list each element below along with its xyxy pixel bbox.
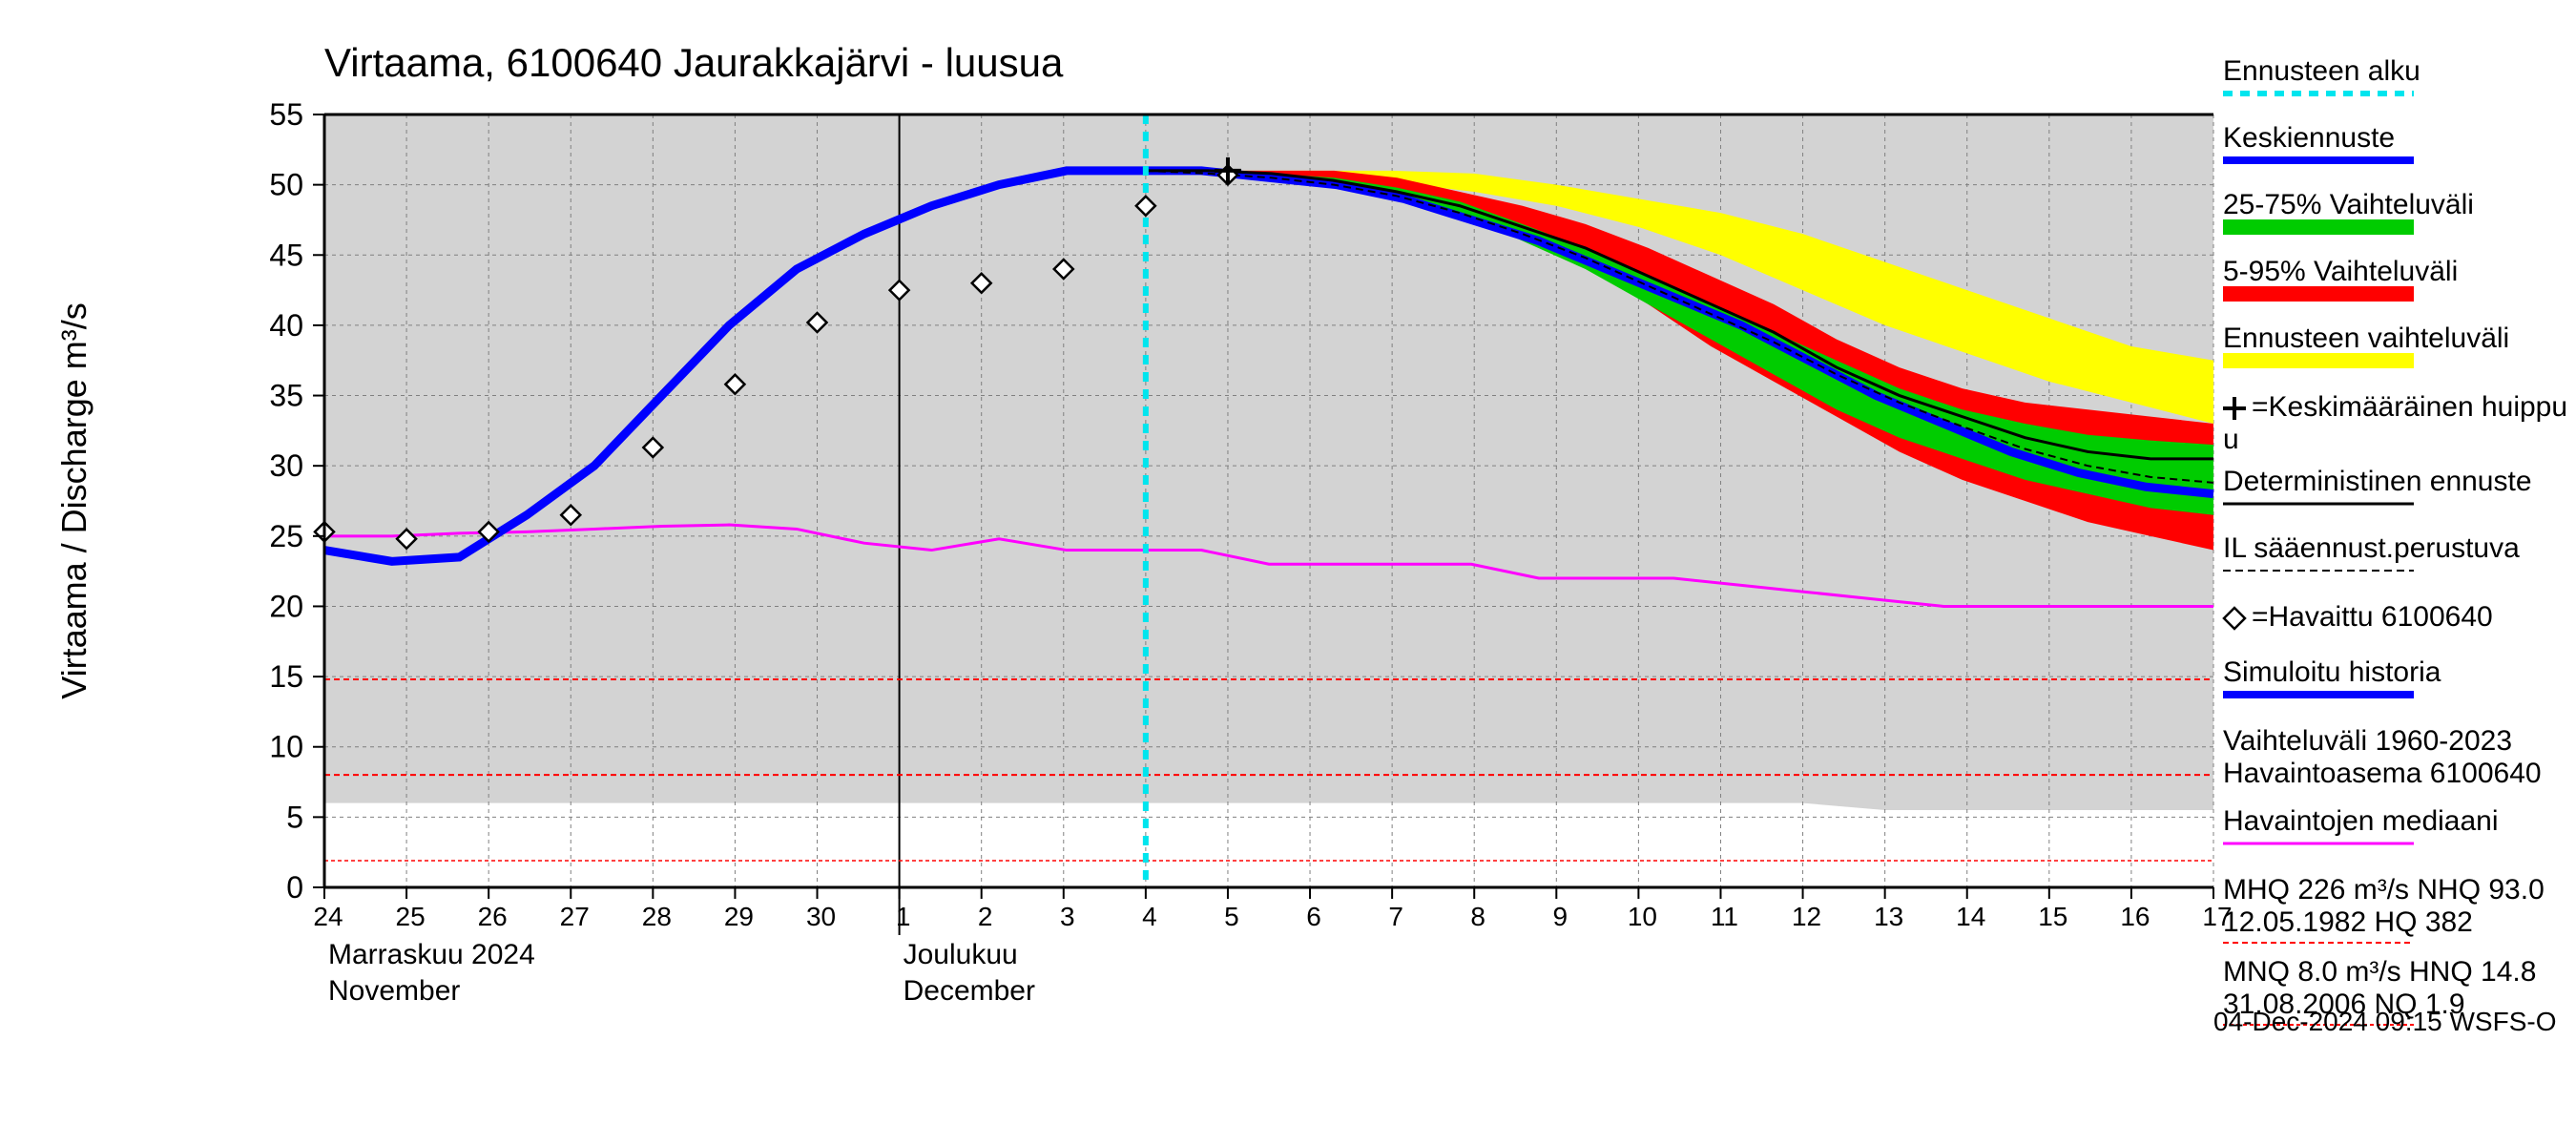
svg-text:Ennusteen vaihteluväli: Ennusteen vaihteluväli xyxy=(2223,323,2509,354)
svg-text:25-75% Vaihteluväli: 25-75% Vaihteluväli xyxy=(2223,189,2474,220)
svg-text:15: 15 xyxy=(269,659,303,694)
svg-text:Marraskuu 2024: Marraskuu 2024 xyxy=(328,939,535,970)
svg-text:10: 10 xyxy=(1628,902,1657,931)
svg-text:6: 6 xyxy=(1306,902,1321,931)
svg-text:7: 7 xyxy=(1388,902,1403,931)
svg-text:45: 45 xyxy=(269,238,303,272)
svg-text:1: 1 xyxy=(896,902,911,931)
svg-text:27: 27 xyxy=(560,902,590,931)
svg-text:Deterministinen ennuste: Deterministinen ennuste xyxy=(2223,466,2532,497)
svg-text:Havaintojen mediaani: Havaintojen mediaani xyxy=(2223,805,2499,837)
svg-text:40: 40 xyxy=(269,308,303,343)
svg-text:25: 25 xyxy=(269,519,303,553)
svg-text:Keskiennuste: Keskiennuste xyxy=(2223,122,2395,154)
svg-text:35: 35 xyxy=(269,379,303,413)
svg-text:=Havaittu 6100640: =Havaittu 6100640 xyxy=(2252,601,2493,633)
svg-text:0: 0 xyxy=(286,870,303,905)
svg-text:u: u xyxy=(2223,424,2239,455)
svg-text:3: 3 xyxy=(1060,902,1075,931)
svg-text:Simuloitu historia: Simuloitu historia xyxy=(2223,656,2441,688)
svg-text:24: 24 xyxy=(313,902,343,931)
svg-text:5: 5 xyxy=(1224,902,1239,931)
svg-text:Joulukuu: Joulukuu xyxy=(904,939,1018,970)
svg-text:November: November xyxy=(328,975,460,1007)
svg-text:26: 26 xyxy=(478,902,508,931)
svg-text:December: December xyxy=(904,975,1035,1007)
svg-text:Virtaama, 6100640 Jaurakkajärv: Virtaama, 6100640 Jaurakkajärvi - luusua xyxy=(324,40,1064,85)
svg-text:Vaihteluväli 1960-2023: Vaihteluväli 1960-2023 xyxy=(2223,725,2512,757)
svg-text:5-95% Vaihteluväli: 5-95% Vaihteluväli xyxy=(2223,256,2458,287)
svg-text:30: 30 xyxy=(269,448,303,483)
svg-text:=Keskimääräinen huippu: =Keskimääräinen huippu xyxy=(2252,391,2567,423)
svg-text:30: 30 xyxy=(806,902,836,931)
svg-text:9: 9 xyxy=(1553,902,1568,931)
svg-text:8: 8 xyxy=(1470,902,1485,931)
svg-text:Ennusteen alku: Ennusteen alku xyxy=(2223,55,2420,87)
chart-container: 0510152025303540455055242526272829301234… xyxy=(0,0,2576,1145)
svg-text:4: 4 xyxy=(1142,902,1157,931)
svg-text:MHQ 226 m³/s NHQ 93.0: MHQ 226 m³/s NHQ 93.0 xyxy=(2223,874,2545,906)
svg-text:Havaintoasema 6100640: Havaintoasema 6100640 xyxy=(2223,758,2542,789)
svg-text:20: 20 xyxy=(269,589,303,623)
svg-text:29: 29 xyxy=(724,902,754,931)
svg-text:12.05.1982 HQ 382: 12.05.1982 HQ 382 xyxy=(2223,906,2473,938)
svg-text:10: 10 xyxy=(269,730,303,764)
svg-text:MNQ 8.0 m³/s HNQ 14.8: MNQ 8.0 m³/s HNQ 14.8 xyxy=(2223,956,2536,988)
svg-text:28: 28 xyxy=(642,902,672,931)
svg-text:50: 50 xyxy=(269,168,303,202)
svg-text:12: 12 xyxy=(1792,902,1821,931)
svg-text:13: 13 xyxy=(1874,902,1903,931)
discharge-chart: 0510152025303540455055242526272829301234… xyxy=(0,0,2576,1145)
svg-text:11: 11 xyxy=(1711,902,1738,931)
svg-text:14: 14 xyxy=(1956,902,1985,931)
svg-text:55: 55 xyxy=(269,97,303,132)
svg-text:Virtaama / Discharge m³/s: Virtaama / Discharge m³/s xyxy=(54,302,93,698)
svg-text:2: 2 xyxy=(978,902,993,931)
svg-text:15: 15 xyxy=(2038,902,2067,931)
svg-text:16: 16 xyxy=(2120,902,2150,931)
svg-text:04-Dec-2024 09:15 WSFS-O: 04-Dec-2024 09:15 WSFS-O xyxy=(2213,1007,2557,1036)
svg-text:5: 5 xyxy=(286,800,303,834)
svg-text:25: 25 xyxy=(396,902,426,931)
svg-text:IL sääennust.perustuva: IL sääennust.perustuva xyxy=(2223,532,2520,564)
